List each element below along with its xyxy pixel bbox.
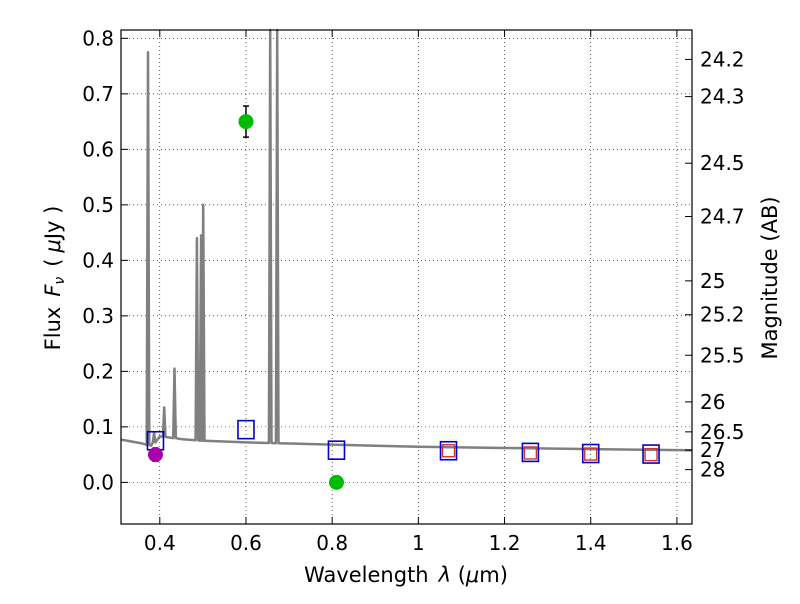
y-tick-label: 0.3 [82, 304, 114, 328]
mag-tick-label: 27 [700, 438, 725, 462]
x-tick-label: 0.8 [316, 531, 348, 555]
model-photometry-square [521, 442, 540, 463]
y-tick-label: 0.2 [82, 359, 114, 383]
y-tick-label: 0.5 [82, 193, 114, 217]
model-spectrum-line [120, 28, 693, 452]
model-photometry-square [642, 444, 660, 464]
plot-frame [120, 29, 693, 525]
observed-point [238, 114, 254, 130]
model-photometry-inner-square [441, 444, 456, 458]
observed-point [328, 474, 344, 490]
y-tick-label: 0.0 [82, 470, 114, 494]
x-tick-label: 0.6 [230, 531, 262, 555]
mag-tick-label: 24.2 [700, 47, 745, 71]
mag-tick-label: 25.2 [700, 303, 745, 327]
ticks: 0.4 0.6 0.8 1 1.2 1.4 1.6 0.0 0.1 0.2 0.3 0.4 0.5 0.6… [82, 26, 744, 555]
y2-axis-title: Magnitude (AB) [758, 196, 782, 359]
mag-tick-label: 25.5 [700, 343, 745, 367]
x-axis-title: Wavelength λ (μm) [304, 563, 508, 587]
model-photometry-inner-square [644, 447, 658, 462]
x-tick-label: 1.2 [489, 531, 521, 555]
model-spectrum [120, 28, 693, 452]
y-tick-label: 0.6 [82, 137, 114, 161]
x-tick-label: 1 [412, 531, 425, 555]
mag-tick-label: 26 [700, 390, 725, 414]
mag-tick-label: 24.3 [700, 85, 745, 109]
y-tick-label: 0.4 [82, 248, 114, 272]
model-photometry-inner-square [523, 446, 538, 460]
model-photometry-square [439, 440, 458, 461]
model-photometry-square [237, 419, 255, 440]
x-tick-label: 1.4 [575, 531, 607, 555]
model-photometry-square [581, 443, 600, 464]
mag-tick-label: 25 [700, 269, 725, 293]
x-tick-label: 1.6 [661, 531, 693, 555]
y-tick-label: 0.7 [82, 82, 114, 106]
mag-tick-label: 24.5 [700, 151, 745, 175]
model-photometry-inner-square [584, 447, 598, 461]
observed-point [147, 447, 163, 463]
data-points [146, 105, 660, 490]
y-tick-label: 0.8 [82, 26, 114, 50]
y-tick-label: 0.1 [82, 415, 114, 439]
y-axis-title: FluxFν(μJy ) [41, 206, 68, 351]
mag-tick-label: 26.5 [700, 420, 745, 444]
mag-tick-label: 28 [700, 458, 725, 482]
mag-tick-label: 24.7 [700, 204, 745, 228]
model-photometry-square [327, 440, 346, 460]
x-tick-label: 0.4 [144, 531, 176, 555]
